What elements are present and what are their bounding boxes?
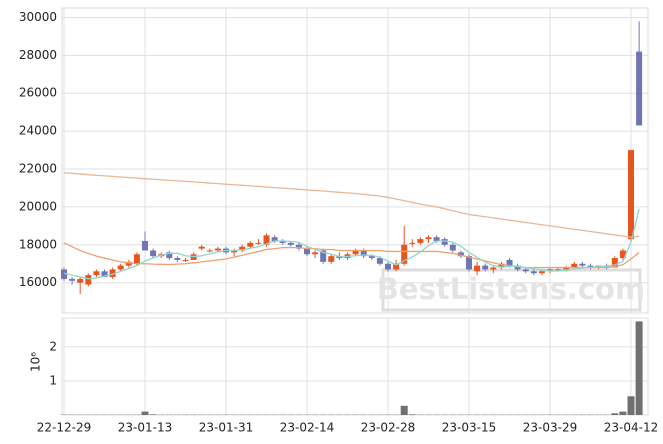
volume-bar — [408, 414, 416, 415]
volume-bar — [141, 411, 149, 415]
candle-body — [522, 269, 529, 272]
x-tick-label: 23-03-29 — [523, 421, 577, 435]
candle-body — [101, 271, 108, 278]
watermark-box — [381, 268, 642, 312]
candle-body — [360, 250, 367, 257]
y-tick-label: 18000 — [19, 237, 57, 251]
candle-body — [271, 237, 278, 242]
y-tick-label: 20000 — [19, 199, 57, 213]
candle-body — [182, 259, 189, 261]
candle-body — [579, 263, 586, 266]
watermark: BestListens.com — [377, 272, 645, 306]
candle-body — [368, 256, 375, 259]
candle-body — [328, 256, 335, 262]
candle-body — [628, 150, 634, 240]
candle-body — [530, 271, 537, 274]
candle-body — [538, 271, 545, 274]
candle-body — [133, 254, 140, 264]
y-tick-label: 26000 — [19, 86, 57, 100]
candle-body — [376, 258, 383, 264]
candle-body — [239, 246, 246, 251]
candle-body — [320, 250, 327, 262]
candle-body — [117, 265, 124, 270]
y-tick-label: 28000 — [19, 48, 57, 62]
volume-bar — [635, 321, 643, 415]
candle-body — [85, 275, 92, 285]
candle-body — [312, 252, 319, 255]
candle-body — [263, 235, 270, 245]
moving-average-line — [63, 172, 640, 238]
y-tick-label: 24000 — [19, 124, 57, 138]
candle-body — [482, 265, 489, 270]
x-tick-label: 23-02-28 — [361, 421, 415, 435]
candle-body — [611, 258, 618, 268]
candle-body — [295, 244, 302, 249]
candle-body — [142, 241, 148, 251]
y-tick-label: 16000 — [19, 275, 57, 289]
candle-body — [506, 259, 513, 266]
candle-body — [247, 242, 254, 247]
candle-body — [425, 237, 432, 240]
candle-body — [93, 271, 100, 276]
candle-body — [449, 244, 456, 251]
candle-body — [466, 256, 472, 270]
candle-body — [214, 248, 221, 251]
moving-average-line — [63, 208, 640, 280]
x-tick-label: 23-04-12 — [604, 421, 658, 435]
candle-body — [255, 242, 262, 244]
x-tick-label: 23-03-15 — [442, 421, 496, 435]
moving-average-line — [63, 242, 640, 269]
candle-body — [490, 267, 497, 270]
candle-body — [109, 269, 116, 278]
candle-body — [571, 263, 578, 268]
candle-body — [174, 258, 181, 260]
candle-body — [498, 263, 505, 268]
candle-body — [206, 250, 213, 252]
candle-body — [401, 244, 408, 264]
x-tick-label: 23-01-31 — [199, 421, 253, 435]
y-tick-label: 30000 — [19, 10, 57, 24]
candle-body — [125, 261, 132, 266]
candle-body — [555, 269, 562, 271]
volume-bar — [619, 411, 627, 415]
candle-body — [385, 263, 391, 270]
volume-bar — [149, 414, 157, 415]
candle-body — [619, 250, 626, 259]
candle-body — [352, 250, 359, 255]
candle-body — [514, 265, 521, 270]
y-tick-label: 22000 — [19, 162, 57, 176]
volume-bar — [611, 413, 619, 415]
volume-bar — [627, 396, 635, 415]
candle-body — [77, 278, 84, 283]
candle-body — [69, 278, 76, 281]
candle-body — [457, 252, 464, 257]
candle-body — [166, 252, 173, 259]
candle-body — [198, 246, 205, 249]
x-tick-label: 22-12-29 — [37, 421, 91, 435]
volume-scale-label: 10⁶ — [29, 352, 43, 372]
candle-body — [393, 263, 400, 270]
candle-body — [231, 250, 238, 253]
candle-body — [287, 242, 294, 245]
candle-body — [441, 239, 448, 245]
candle-body — [304, 248, 310, 255]
candle-body — [409, 242, 416, 244]
x-tick-label: 23-01-13 — [118, 421, 172, 435]
candle-body — [279, 241, 286, 243]
y-tick-label: 2 — [49, 339, 57, 353]
candle-body — [417, 239, 424, 243]
y-tick-label: 1 — [49, 373, 57, 387]
candle-body — [563, 267, 570, 270]
candle-body — [150, 250, 157, 257]
price-panel — [61, 7, 649, 314]
candle-body — [636, 51, 643, 126]
candle-body — [474, 265, 481, 272]
volume-bar — [400, 405, 408, 415]
x-tick-label: 23-02-14 — [280, 421, 334, 435]
candle-body — [433, 237, 440, 242]
candle-body — [61, 269, 67, 279]
